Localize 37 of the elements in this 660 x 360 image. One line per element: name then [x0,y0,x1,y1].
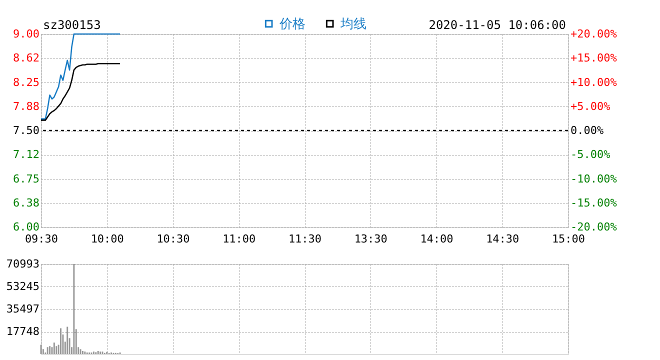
y2-tick-label: -20.00% [570,220,618,234]
y2-tick-label: 0.00% [570,124,604,137]
line-series [40,33,121,120]
y2-tick-label: +10.00% [570,76,618,89]
x-tick-label: 10:00 [90,232,124,246]
y-tick-label: 35497 [6,302,40,316]
x-tick-label: 10:30 [156,232,190,246]
x-tick-label: 15:00 [552,232,586,246]
x-tick-label: 11:00 [222,232,256,246]
y-tick-label: 8.25 [13,76,40,89]
y2-tick-label: +20.00% [570,28,618,40]
y2-tick-label: -5.00% [570,148,611,162]
y2-tick-label: -10.00% [570,172,618,186]
y-tick-label: 70993 [6,258,40,270]
x-tick-label: 14:00 [420,232,454,246]
text: sz300153 [43,18,101,32]
y-tick-label: 53245 [6,280,40,293]
y-tick-label: 6.75 [13,172,40,186]
text: 2020-11-05 10:06:00 [428,18,566,32]
y2-tick-label: +5.00% [570,100,611,113]
y-tick-label: 6.38 [13,196,40,210]
legend-label: 价格 [278,16,306,32]
x-tick-label: 09:30 [24,232,58,246]
x-tick-label: 11:30 [288,232,322,246]
y-tick-label: 7.88 [13,100,40,113]
y-tick-label: 9.00 [13,28,40,40]
line-series [40,62,121,121]
y-tick-label: 17748 [6,325,40,338]
y-tick-label: 8.62 [13,52,40,65]
legend-label: 均线 [339,16,366,32]
y-tick-label: 7.12 [13,148,40,162]
x-tick-label: 13:30 [354,232,388,246]
x-tick-label: 14:30 [486,232,520,246]
y-tick-label: 7.50 [13,124,40,137]
y-tick-label: 6.00 [13,220,40,234]
y2-tick-label: -15.00% [570,196,618,210]
y2-tick-label: +15.00% [570,52,618,65]
